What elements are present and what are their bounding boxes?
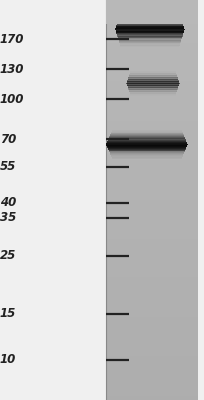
Text: 15: 15 [0,307,16,320]
Text: 55: 55 [0,160,16,173]
Text: 70: 70 [0,133,16,146]
Text: 10: 10 [0,353,16,366]
Text: 100: 100 [0,92,24,106]
Text: 35: 35 [0,211,16,224]
Text: 25: 25 [0,250,16,262]
Text: 130: 130 [0,63,24,76]
Text: 170: 170 [0,32,24,46]
Text: 40: 40 [0,196,16,209]
